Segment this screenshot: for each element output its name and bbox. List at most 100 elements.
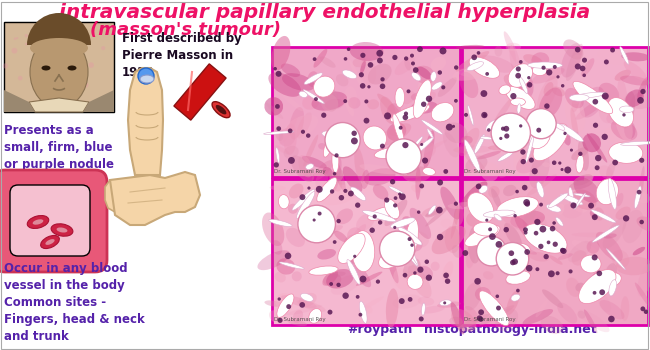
Ellipse shape [432,226,465,254]
Circle shape [489,233,496,240]
Ellipse shape [402,91,415,104]
Circle shape [578,152,582,156]
Ellipse shape [281,94,303,111]
Circle shape [637,97,644,104]
Ellipse shape [280,262,304,269]
Circle shape [610,48,615,52]
Ellipse shape [506,290,520,315]
Circle shape [515,66,521,71]
Ellipse shape [536,300,548,317]
Circle shape [547,240,551,244]
Ellipse shape [377,93,402,118]
Circle shape [318,211,322,216]
Ellipse shape [30,38,88,58]
Ellipse shape [321,94,339,113]
Ellipse shape [591,210,616,223]
Circle shape [288,157,295,164]
Circle shape [452,125,455,128]
Ellipse shape [532,68,565,84]
Ellipse shape [140,75,154,83]
Circle shape [344,57,347,61]
Ellipse shape [57,228,68,232]
FancyBboxPatch shape [272,47,460,177]
Circle shape [393,226,396,229]
Ellipse shape [582,133,601,152]
Ellipse shape [519,73,534,98]
Ellipse shape [395,168,408,175]
Ellipse shape [599,273,621,287]
Circle shape [426,96,432,102]
Circle shape [519,124,523,128]
Circle shape [640,89,645,94]
Ellipse shape [311,225,343,238]
Circle shape [561,84,564,88]
Ellipse shape [326,269,354,288]
Ellipse shape [333,178,342,191]
Ellipse shape [606,163,615,178]
Ellipse shape [569,194,589,213]
Ellipse shape [571,240,597,254]
Ellipse shape [456,51,489,71]
Ellipse shape [571,232,609,237]
Circle shape [501,127,505,131]
Circle shape [480,90,488,97]
Circle shape [439,48,447,55]
Ellipse shape [599,106,612,123]
Ellipse shape [264,131,294,134]
Circle shape [496,243,528,275]
Ellipse shape [42,65,51,70]
Circle shape [347,48,350,51]
Circle shape [404,56,408,61]
Circle shape [595,155,601,161]
Circle shape [446,124,453,131]
Ellipse shape [281,295,317,308]
Ellipse shape [347,259,360,285]
Circle shape [443,273,449,278]
Circle shape [390,179,395,184]
Circle shape [527,82,532,88]
Ellipse shape [480,162,499,181]
Circle shape [363,118,369,124]
Circle shape [523,199,530,206]
Ellipse shape [466,211,484,227]
Ellipse shape [439,300,451,306]
Ellipse shape [401,216,414,230]
Ellipse shape [618,79,627,112]
Ellipse shape [311,91,347,111]
Ellipse shape [573,92,606,98]
Ellipse shape [426,99,433,115]
Ellipse shape [590,211,597,218]
Circle shape [321,113,326,118]
Ellipse shape [600,151,631,162]
Ellipse shape [616,193,623,206]
Circle shape [534,231,538,236]
Ellipse shape [423,131,434,168]
FancyBboxPatch shape [4,22,114,112]
Circle shape [436,207,443,214]
Ellipse shape [473,222,498,236]
Circle shape [478,317,484,322]
Circle shape [384,197,389,203]
Circle shape [612,160,618,166]
Ellipse shape [328,272,346,278]
Circle shape [454,99,458,103]
Ellipse shape [458,314,489,329]
Circle shape [495,294,499,298]
Circle shape [380,144,385,148]
Ellipse shape [576,155,584,173]
Circle shape [359,313,362,317]
Circle shape [608,316,615,322]
Ellipse shape [27,216,49,229]
Ellipse shape [523,54,543,66]
Circle shape [476,183,482,189]
Polygon shape [167,182,183,200]
Ellipse shape [452,67,487,81]
Circle shape [402,114,408,120]
Ellipse shape [395,88,404,107]
Circle shape [536,267,540,271]
Circle shape [408,237,411,241]
Circle shape [525,201,530,207]
Ellipse shape [391,104,430,122]
Ellipse shape [571,250,587,266]
Ellipse shape [616,107,633,141]
